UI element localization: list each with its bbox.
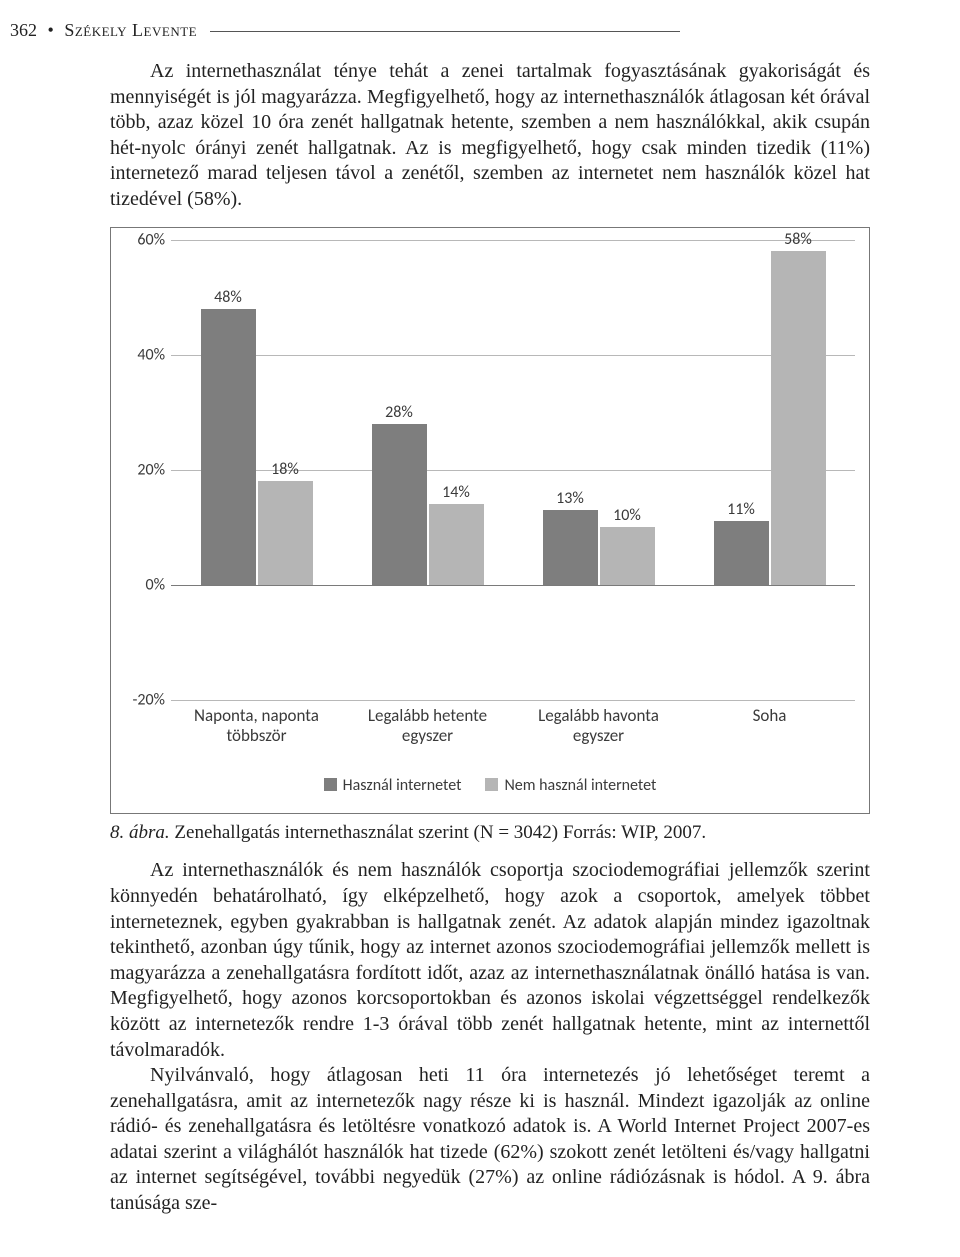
figure-caption-text: Zenehallgatás internethasználat szerint … bbox=[170, 822, 706, 843]
chart-ytick-label: -20% bbox=[121, 690, 165, 709]
chart-gridline bbox=[171, 240, 855, 241]
page: 362 • Székely Levente Az internethasznál… bbox=[0, 0, 960, 1257]
chart-bar-value: 58% bbox=[768, 230, 828, 249]
chart-ytick-label: 0% bbox=[121, 575, 165, 594]
chart-bar-value: 48% bbox=[198, 288, 258, 307]
chart-bar bbox=[258, 481, 313, 585]
chart-ytick-label: 20% bbox=[121, 460, 165, 479]
paragraph-1: Az internethasználat ténye tehát a zenei… bbox=[110, 59, 870, 213]
legend-label: Használ internetet bbox=[343, 776, 462, 795]
chart-bar bbox=[372, 424, 427, 585]
chart-xtick-label: Naponta, napontatöbbször bbox=[171, 706, 342, 747]
legend-swatch bbox=[324, 778, 337, 791]
chart-bar-value: 10% bbox=[597, 506, 657, 525]
header-rule bbox=[210, 31, 680, 32]
running-head: 362 • Székely Levente bbox=[10, 20, 870, 41]
chart-bar-value: 13% bbox=[540, 489, 600, 508]
chart-legend: Használ internetet Nem használ internetet bbox=[125, 776, 855, 795]
legend-label: Nem használ internetet bbox=[504, 776, 656, 795]
chart-bar bbox=[714, 521, 769, 584]
chart-container: -20%0%20%40%60%48%18%28%14%13%10%11%58% … bbox=[110, 227, 870, 815]
figure-caption: 8. ábra. Zenehallgatás internethasználat… bbox=[110, 822, 870, 844]
chart-gridline bbox=[171, 700, 855, 701]
chart-gridline bbox=[171, 585, 855, 586]
chart-xtick-label: Legalább hetenteegyszer bbox=[342, 706, 513, 747]
chart-plot-area: -20%0%20%40%60%48%18%28%14%13%10%11%58% bbox=[171, 240, 855, 700]
paragraph-3: Nyilvánvaló, hogy átlagosan heti 11 óra … bbox=[110, 1063, 870, 1217]
chart-ytick-label: 40% bbox=[121, 345, 165, 364]
chart-bar bbox=[600, 527, 655, 585]
chart-bar-value: 18% bbox=[255, 460, 315, 479]
chart-xtick-label: Legalább havontaegyszer bbox=[513, 706, 684, 747]
chart-ytick-label: 60% bbox=[121, 230, 165, 249]
legend-swatch bbox=[485, 778, 498, 791]
paragraph-2: Az internethasználók és nem használók cs… bbox=[110, 858, 870, 1063]
page-number: 362 bbox=[10, 20, 37, 40]
figure-number: 8. ábra. bbox=[110, 822, 170, 843]
chart-bar bbox=[201, 309, 256, 585]
chart-gridline bbox=[171, 355, 855, 356]
chart-bar-value: 28% bbox=[369, 403, 429, 422]
chart-xtick-label: Soha bbox=[684, 706, 855, 747]
chart-x-labels: Naponta, napontatöbbszörLegalább hetente… bbox=[171, 706, 855, 747]
chart-bar-value: 14% bbox=[426, 483, 486, 502]
chart-bar bbox=[543, 510, 598, 585]
running-author: Székely Levente bbox=[64, 20, 197, 40]
chart-bar bbox=[429, 504, 484, 585]
chart-bar-value: 11% bbox=[711, 500, 771, 519]
separator-dot: • bbox=[42, 20, 60, 40]
chart-bar bbox=[771, 251, 826, 585]
